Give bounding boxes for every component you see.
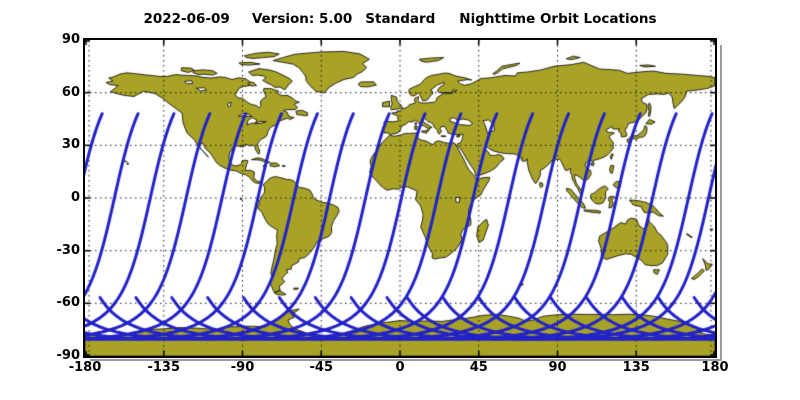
y-tick-label: 90: [61, 32, 80, 47]
y-tick-label: 60: [61, 84, 80, 100]
title-name: Nighttime Orbit Locations: [459, 11, 657, 27]
x-tick-label: 90: [548, 360, 567, 375]
y-tick-label: 30: [61, 137, 80, 153]
y-tick-label: -60: [56, 295, 81, 311]
title-dataset: Standard: [365, 11, 436, 27]
x-tick-label: 0: [395, 360, 405, 375]
x-tick-label: -180: [68, 360, 102, 375]
x-tick-label: 180: [701, 360, 729, 375]
y-tick-label: 0: [70, 190, 80, 205]
x-tick-label: -45: [309, 360, 334, 375]
plot-title: 2022-06-09 Version: 5.00 Standard Nighttime…: [0, 11, 800, 27]
plot-frame-shadow: [90, 45, 722, 361]
title-version: Version: 5.00: [251, 11, 353, 27]
x-tick-label: 135: [622, 360, 650, 375]
x-tick-label: 45: [469, 360, 488, 375]
y-tick-label: -30: [56, 242, 81, 258]
plot-area: [83, 38, 717, 358]
x-tick-label: -135: [147, 360, 181, 375]
x-tick-label: -90: [230, 360, 255, 375]
world-map-canvas: [85, 40, 715, 356]
title-date: 2022-06-09: [143, 11, 230, 27]
y-tick-label: -90: [56, 348, 81, 363]
